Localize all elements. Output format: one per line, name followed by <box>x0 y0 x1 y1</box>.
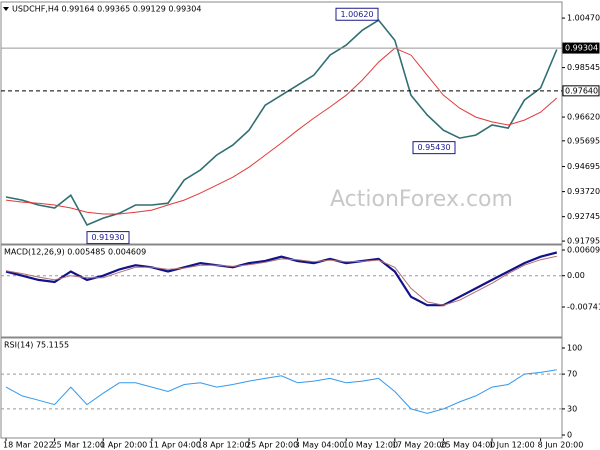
y-tick-label: 0.95695 <box>567 136 600 145</box>
x-tick-label: 11 Apr 04:00 <box>149 441 201 450</box>
y-tick-label: 30 <box>567 404 577 413</box>
panel-title: USDCHF,H4 0.99164 0.99365 0.99129 0.9930… <box>12 5 201 14</box>
y-tick-label: 0.98545 <box>567 63 600 72</box>
symbol-marker <box>3 7 9 11</box>
y-tick-label: 0.93720 <box>567 187 600 196</box>
y-tick-label: -0.007417 <box>567 303 600 312</box>
annotation-label: 0.91930 <box>91 233 124 242</box>
annotation-label: 1.00620 <box>340 10 373 19</box>
x-tick-label: 8 Jun 20:00 <box>538 441 584 450</box>
y-tick-label: 0.96620 <box>567 113 600 122</box>
x-tick-label: 1 Jun 12:00 <box>489 441 535 450</box>
x-tick-label: 17 May 20:00 <box>392 441 447 450</box>
y-tick-label: 0.94695 <box>567 162 600 171</box>
watermark: ActionForex.com <box>330 187 513 212</box>
y-tick-label: 0.006099 <box>567 246 600 255</box>
y-tick-label: 0.00 <box>567 271 585 280</box>
y-tick-label: 0 <box>567 431 572 440</box>
y-tick-label: 70 <box>567 370 577 379</box>
series-line <box>5 255 557 306</box>
annotation-box <box>335 7 379 21</box>
price-label-box <box>562 42 600 54</box>
panel-frame <box>0 337 563 439</box>
price-label-box <box>562 85 600 97</box>
x-tick-label: 1 Apr 20:00 <box>100 441 147 450</box>
y-tick-label: 100 <box>567 344 582 353</box>
x-tick-label: 18 Apr 12:00 <box>197 441 249 450</box>
x-tick-label: 25 Mar 12:00 <box>52 441 105 450</box>
y-tick-label: 0.92745 <box>567 212 600 221</box>
series-line <box>5 19 558 227</box>
panel-frame <box>0 244 563 338</box>
y-tick-label: 0.91795 <box>567 237 600 246</box>
x-tick-label: 25 Apr 20:00 <box>246 441 298 450</box>
x-tick-label: 10 May 12:00 <box>343 441 398 450</box>
annotation-box <box>86 231 130 245</box>
x-tick-label: 3 May 04:00 <box>295 441 345 450</box>
panel-frame <box>0 1 563 245</box>
y-tick-label: 1.00470 <box>567 14 600 23</box>
annotation-label: 0.95430 <box>417 143 450 152</box>
panel-title: RSI(14) 75.1155 <box>4 341 69 350</box>
series-line <box>5 369 557 414</box>
price-label: 0.99304 <box>565 44 598 53</box>
price-label: 0.97640 <box>565 86 598 95</box>
series-line <box>5 47 558 215</box>
series-line <box>5 251 558 307</box>
x-tick-label: 18 Mar 2022 <box>3 441 54 450</box>
annotation-box <box>412 141 456 155</box>
panel-title: MACD(12,26,9) 0.005485 0.004609 <box>4 248 146 257</box>
x-tick-label: 25 May 04:00 <box>440 441 495 450</box>
